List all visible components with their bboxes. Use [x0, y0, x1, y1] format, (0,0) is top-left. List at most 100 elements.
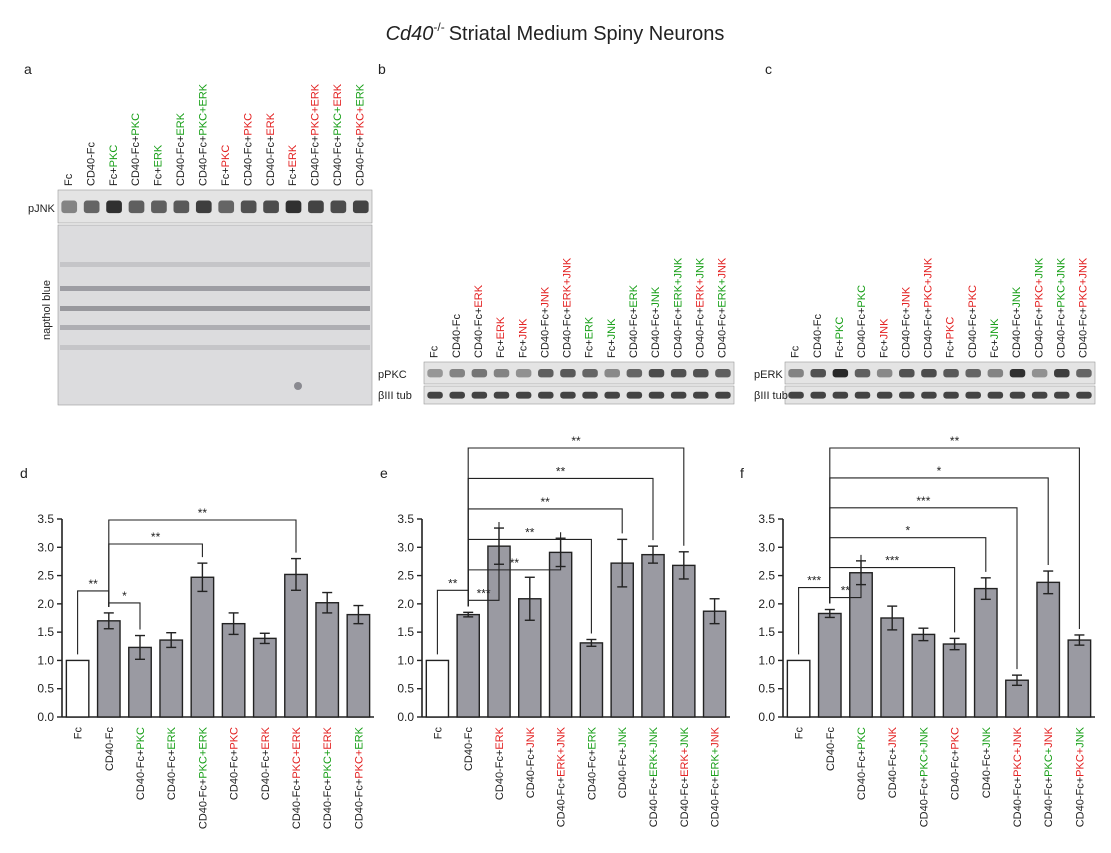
btub-c-row-band — [832, 391, 849, 399]
lane-label: CD40-Fc+PKC+JNK — [1078, 257, 1090, 358]
pjnk-row-band — [61, 200, 78, 214]
btub-c-row-strip — [784, 385, 1096, 405]
x-tick-label-part: Fc — [794, 727, 806, 740]
perk-row-strip — [784, 361, 1096, 385]
x-tick-label: CD40-Fc+ERK+JNK — [648, 726, 660, 827]
x-tick-label: CD40-Fc+PKC — [229, 727, 241, 800]
bar — [456, 613, 480, 718]
lane-label: Fc+JNK — [517, 318, 529, 358]
btub-b-row-band — [471, 391, 488, 399]
lane-label-part: PKC — [856, 285, 868, 308]
x-tick-label: CD40-Fc+JNK — [981, 726, 993, 798]
x-tick-label-part: CD40-Fc+ — [353, 779, 365, 829]
x-tick-label-part: PKC — [135, 727, 147, 750]
btub-c-row-band — [1054, 391, 1070, 399]
x-tick-label-part: PKC — [229, 727, 241, 750]
chart-d: d 0.0 0.5 1.0 1.5 2.0 2.5 3.0 3.5 Fc CD40-Fc CD40-F… — [20, 465, 374, 829]
x-tick-label-part: CD40-Fc+ — [166, 750, 178, 800]
chart-f: f 0.0 0.5 1.0 1.5 2.0 2.5 3.0 3.5 Fc CD40-Fc CD40-F… — [740, 434, 1095, 827]
lane-label-part: Fc+ — [287, 167, 299, 186]
napthol-band — [60, 262, 370, 267]
y-tick-label: 3.0 — [758, 540, 775, 554]
lane-label: Fc+PKC — [108, 145, 120, 186]
x-tick-label-part: ERK — [322, 726, 334, 749]
napthol-blue-label-part: napthol blue — [41, 280, 53, 340]
lane-label: CD40-Fc+JNK — [539, 286, 551, 358]
x-tick-label: CD40-Fc — [104, 727, 116, 772]
lane-label-part: PKC+ — [1033, 279, 1045, 308]
significance-stars: *** — [916, 494, 930, 508]
lane-label-part: ERK — [473, 284, 485, 307]
x-tick-label-part: CD40-Fc+ — [1012, 777, 1024, 827]
significance-stars: ** — [448, 576, 458, 590]
lane-label-part: PKC — [834, 317, 846, 340]
significance-stars: ** — [151, 530, 161, 544]
btub-c-row-band — [965, 391, 981, 399]
lane-label: Fc+ERK — [584, 316, 596, 358]
lane-label-part: CD40-Fc+ — [650, 308, 662, 358]
lane-label-part: CD40-Fc — [85, 141, 97, 186]
y-tick-label: 2.5 — [397, 569, 414, 583]
pjnk-row-band — [195, 200, 212, 214]
bar — [641, 553, 665, 718]
y-tick-label: 3.5 — [758, 512, 775, 526]
lane-label-part: PKC — [242, 113, 254, 136]
lane-label-part: CD40-Fc — [812, 313, 824, 358]
x-tick-label: CD40-Fc — [825, 727, 837, 772]
panel-b-letter: b — [378, 61, 386, 77]
lane-label-part: CD40-Fc+ — [354, 136, 366, 186]
lane-label-part: Fc+ — [108, 167, 120, 186]
ppkc-row-band — [515, 369, 532, 378]
napthol-band — [60, 306, 370, 311]
lane-label: CD40-Fc+ERK+JNK — [694, 257, 706, 358]
pjnk-row-band — [263, 200, 279, 214]
btub-c-row-band — [1076, 391, 1092, 399]
x-tick-label: CD40-Fc+ERK+JNK — [679, 726, 691, 827]
x-tick-label-part: PKC — [856, 727, 868, 750]
significance-stars: * — [905, 524, 910, 538]
btub-b-row-band — [648, 391, 665, 399]
lane-label-part: PKC — [967, 285, 979, 308]
x-tick-label: CD40-Fc+PKC+ERK — [353, 726, 365, 829]
lane-label-part: JNK — [717, 257, 729, 278]
title-rest: Striatal Medium Spiny Neurons — [449, 23, 725, 45]
x-tick-label-part: PKC+JNK — [918, 726, 930, 776]
lane-label-part: CD40-Fc+ — [539, 308, 551, 358]
btub-c-row-band — [987, 391, 1004, 399]
lane-label-part: Fc+ — [220, 167, 232, 186]
bar — [252, 637, 277, 718]
lane-label: Fc+JNK — [878, 318, 890, 358]
btub-b-row-band — [670, 391, 687, 399]
lane-label: CD40-Fc+PKC+ERK — [332, 83, 344, 186]
perk-row-band — [1009, 369, 1026, 378]
lane-label-part: CD40-Fc+ — [1011, 308, 1023, 358]
pjnk-label: pJNK — [28, 203, 56, 215]
x-tick-label-part: CD40-Fc+ — [229, 750, 241, 800]
x-tick-label-part: JNK — [710, 726, 722, 747]
btub-c-row-band — [854, 391, 871, 399]
pjnk-row-band — [352, 200, 369, 214]
perk-row-band — [965, 369, 981, 378]
pjnk-row-band — [173, 200, 190, 214]
x-tick-label-part: ERK — [260, 726, 272, 749]
significance-stars: * — [937, 464, 942, 478]
x-tick-label: CD40-Fc+PKC — [856, 727, 868, 800]
lane-label-part: JNK — [900, 286, 912, 307]
lane-label-part: ERK — [584, 316, 596, 339]
x-tick-label-part: ERK+JNK — [648, 726, 660, 776]
btub-b-row-band — [582, 391, 598, 399]
lane-label: Fc — [790, 345, 802, 358]
ppkc-row-band — [604, 369, 620, 378]
significance-bracket — [829, 447, 1080, 629]
x-tick-label-part: CD40-Fc+ — [887, 748, 899, 798]
pjnk-row-band — [106, 200, 122, 214]
x-tick-label: CD40-Fc+PKC+JNK — [1043, 726, 1055, 827]
btub-c-row-band — [899, 391, 915, 399]
lane-label-part: JNK — [606, 318, 618, 339]
significance-stars: ** — [571, 434, 581, 448]
significance-stars: *** — [885, 554, 899, 568]
lane-label-part: CD40-Fc+ — [332, 136, 344, 186]
x-tick-label-part: CD40-Fc+ — [260, 750, 272, 800]
